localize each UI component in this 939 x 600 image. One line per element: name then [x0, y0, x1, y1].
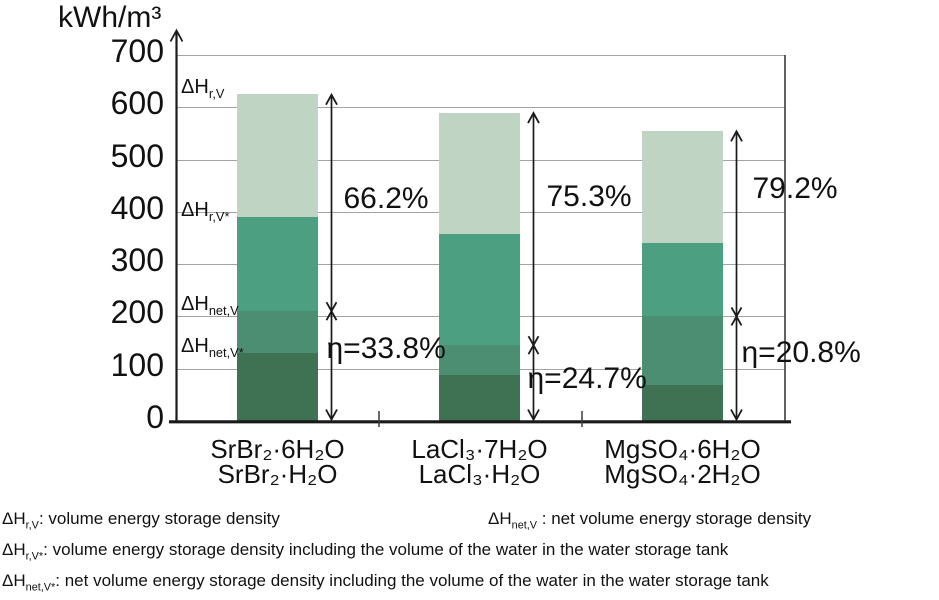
category-label-3: MgSO₄·6H₂O MgSO₄·2H₂O [604, 434, 761, 489]
y-tick-label-0: 0 [146, 399, 164, 435]
y-axis-unit-label: kWh/m³ [58, 1, 162, 34]
upper-percent-label-2: 75.3% [546, 179, 632, 213]
gridline-700 [177, 55, 785, 56]
range-arrow-top-head-1 [325, 92, 338, 106]
range-arrow-top-head-3 [730, 129, 743, 142]
y-tick-label-100: 100 [110, 346, 164, 383]
delta-h-r-v-star-label: ΔHr,V* [181, 199, 230, 225]
category-line-2: LaCl₃·H₂O [418, 459, 541, 489]
y-axis-arrowhead-icon [169, 28, 184, 42]
category-line-1: MgSO₄·6H₂O [604, 434, 761, 464]
bar-2-segment-dH_r_V [439, 112, 520, 234]
delta-h-net-v-label: ΔHnet,V [181, 293, 239, 319]
label-layer: 0 100 200 300 400 500 600 700 66.2% η=33.8% SrBr₂·… [110, 33, 861, 489]
footnote-delta-h-r-v-star: ΔHr,V*: volume energy storage density in… [2, 539, 729, 563]
upper-percent-label-1: 66.2% [343, 182, 429, 216]
category-label-2: LaCl₃·7H₂O LaCl₃·H₂O [411, 434, 548, 489]
category-line-1: LaCl₃·7H₂O [411, 434, 548, 464]
bar-2-segment-dH_net_V [439, 345, 520, 375]
eta-percent-label-1: η=33.8% [326, 332, 446, 366]
range-arrow-split-up-head-3 [730, 314, 743, 326]
upper-percent-label-3: 79.2% [752, 171, 838, 205]
footnote-delta-h-net-v-star: ΔHnet,V*: net volume energy storage dens… [2, 570, 769, 594]
bar-3-segment-dH_r_V_star [642, 243, 723, 317]
legend-footnotes: ΔHr,V: volume energy storage density ΔHn… [2, 507, 938, 600]
plot-area [177, 55, 785, 421]
y-tick-label-200: 200 [110, 294, 164, 331]
range-arrow-bottom-head-1 [325, 409, 338, 422]
range-arrow-split-up-head-1 [325, 309, 338, 321]
energy-density-chart-figure: kWh/m³ 0 100 200 300 400 500 600 700 66.2% η=33.8… [2, 1, 861, 594]
delta-h-r-v-label: ΔHr,V [181, 76, 225, 102]
range-arrow-bottom-head-3 [730, 409, 743, 422]
gridline-600 [177, 107, 785, 109]
eta-percent-label-3: η=20.8% [741, 336, 861, 369]
bar-2-segment-dH_net_V_star [439, 375, 520, 421]
y-tick-label-600: 600 [110, 85, 164, 122]
footnote-delta-h-r-v: ΔHr,V: volume energy storage density [2, 509, 280, 532]
category-line-1: SrBr₂·6H₂O [210, 434, 345, 464]
footnote-delta-h-net-v: ΔHnet,V : net volume energy storage dens… [488, 509, 812, 532]
bar-3-segment-dH_r_V [642, 130, 723, 244]
eta-percent-label-2: η=24.7% [527, 362, 647, 396]
category-line-2: MgSO₄·2H₂O [604, 459, 761, 489]
category-label-1: SrBr₂·6H₂O SrBr₂·H₂O [210, 434, 345, 489]
bar-1-segment-dH_r_V [237, 94, 318, 218]
range-arrow-bottom-head-2 [527, 409, 540, 422]
range-arrow-top-head-2 [527, 111, 540, 124]
bar-3-segment-dH_net_V [642, 316, 723, 386]
bar-1-segment-dH_r_V_star [237, 217, 318, 312]
category-line-2: SrBr₂·H₂O [217, 459, 338, 489]
range-arrow-split-up-head-2 [527, 343, 540, 355]
delta-h-net-v-star-label: ΔHnet,V* [181, 335, 244, 360]
bar-3-segment-dH_net_V_star [642, 385, 723, 421]
y-tick-label-700: 700 [110, 33, 164, 69]
axes-and-annotation-arrows [169, 28, 791, 427]
bar-1-segment-dH_net_V [237, 311, 318, 353]
bar-2-segment-dH_r_V_star [439, 233, 520, 346]
y-tick-label-300: 300 [110, 242, 164, 279]
y-tick-label-500: 500 [110, 137, 164, 174]
y-tick-label-400: 400 [110, 189, 164, 226]
bar-1-segment-dH_net_V_star [237, 353, 318, 421]
